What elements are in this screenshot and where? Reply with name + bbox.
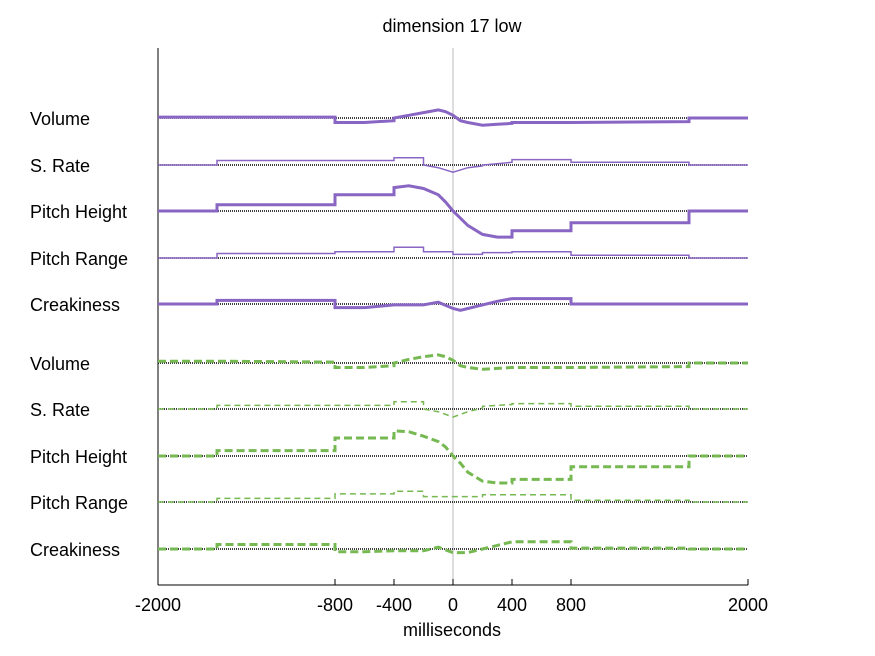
x-tick-label: 0 <box>448 595 458 615</box>
row-label: Creakiness <box>30 295 120 315</box>
x-axis-label: milliseconds <box>403 620 501 640</box>
series-line-purple-pitch-range <box>158 246 748 259</box>
series-layer <box>158 108 748 555</box>
row-label: Pitch Height <box>30 447 127 467</box>
series-line-green-pitch-height <box>158 429 748 485</box>
series-line-green-creakiness <box>158 540 748 555</box>
x-tick-label: 400 <box>497 595 527 615</box>
series-line-purple-s-rate <box>158 157 748 173</box>
x-tick-label: 800 <box>556 595 586 615</box>
row-label: Pitch Range <box>30 493 128 513</box>
row-label: S. Rate <box>30 156 90 176</box>
series-line-green-volume <box>158 353 748 371</box>
row-label: Volume <box>30 109 90 129</box>
series-line-green-s-rate <box>158 401 748 418</box>
x-tick-label: -400 <box>376 595 412 615</box>
row-label: Volume <box>30 354 90 374</box>
series-line-purple-pitch-height <box>158 184 748 239</box>
x-tick-label: -800 <box>317 595 353 615</box>
series-line-green-pitch-range <box>158 490 748 503</box>
x-ticks: -2000 -800 -400 0 400 800 2000 <box>135 579 768 615</box>
series-line-purple-volume <box>158 108 748 127</box>
chart-title: dimension 17 low <box>382 16 522 36</box>
row-label: Creakiness <box>30 540 120 560</box>
plot-frame <box>157 48 748 586</box>
row-label: Pitch Height <box>30 202 127 222</box>
x-tick-label: 2000 <box>728 595 768 615</box>
row-label: Pitch Range <box>30 249 128 269</box>
row-labels: Volume S. Rate Pitch Height Pitch Range Crea… <box>30 109 128 560</box>
series-line-purple-creakiness <box>158 297 748 312</box>
row-label: S. Rate <box>30 400 90 420</box>
x-tick-label: -2000 <box>135 595 181 615</box>
